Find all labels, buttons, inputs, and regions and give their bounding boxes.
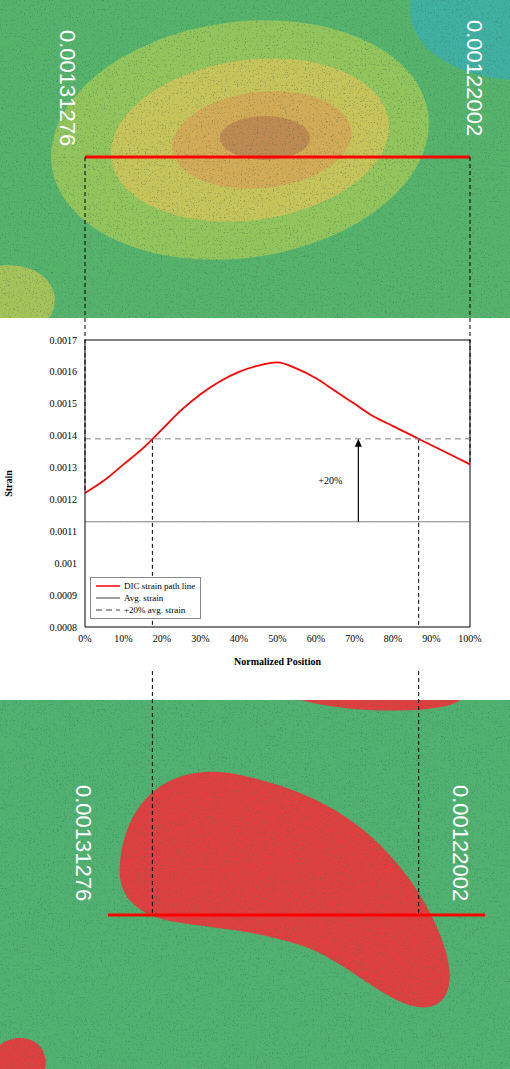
svg-text:0.00131276: 0.00131276 xyxy=(71,785,96,901)
svg-text:80%: 80% xyxy=(384,633,402,644)
svg-text:50%: 50% xyxy=(268,633,286,644)
svg-text:0.0013: 0.0013 xyxy=(50,462,78,473)
svg-text:0.0014: 0.0014 xyxy=(50,430,78,441)
svg-text:0.0009: 0.0009 xyxy=(50,590,78,601)
svg-text:Normalized Position: Normalized Position xyxy=(234,656,321,667)
html-text:DIC strain path line: DIC strain path line xyxy=(124,581,196,591)
svg-text:0.0008: 0.0008 xyxy=(50,622,78,633)
svg-text:60%: 60% xyxy=(307,633,325,644)
html-text:Avg. strain: Avg. strain xyxy=(124,593,164,603)
svg-text:90%: 90% xyxy=(422,633,440,644)
svg-text:30%: 30% xyxy=(191,633,209,644)
svg-text:0.00122002: 0.00122002 xyxy=(462,20,487,136)
html-text:+20% avg. strain: +20% avg. strain xyxy=(124,605,186,615)
svg-text:0.00122002: 0.00122002 xyxy=(448,785,473,901)
svg-text:40%: 40% xyxy=(230,633,248,644)
svg-text:0.001: 0.001 xyxy=(55,558,78,569)
svg-text:0%: 0% xyxy=(78,633,91,644)
svg-text:0.0012: 0.0012 xyxy=(50,494,78,505)
svg-text:70%: 70% xyxy=(345,633,363,644)
svg-text:0.00131276: 0.00131276 xyxy=(55,30,80,146)
svg-text:10%: 10% xyxy=(114,633,132,644)
svg-text:0.0015: 0.0015 xyxy=(50,398,78,409)
svg-text:0.0011: 0.0011 xyxy=(50,526,77,537)
svg-text:0.0017: 0.0017 xyxy=(50,335,78,346)
svg-text:+20%: +20% xyxy=(318,475,342,486)
svg-text:Strain: Strain xyxy=(3,470,14,497)
svg-text:20%: 20% xyxy=(153,633,171,644)
svg-text:0.0016: 0.0016 xyxy=(50,366,78,377)
svg-text:100%: 100% xyxy=(458,633,481,644)
